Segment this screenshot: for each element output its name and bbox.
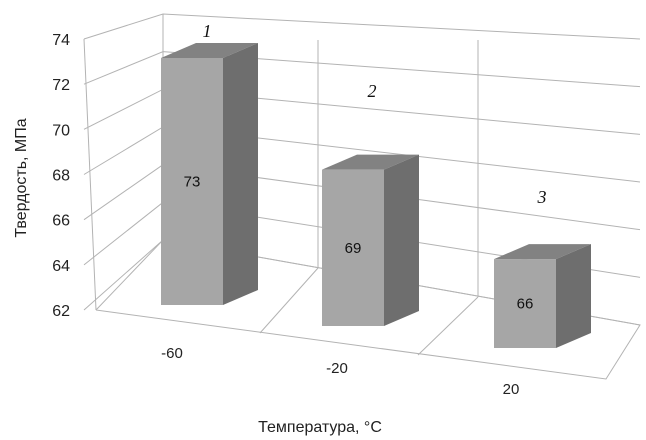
- floor: [95, 239, 641, 380]
- x-axis-title: Температура, °С: [258, 419, 382, 436]
- x-tick-label: 20: [503, 381, 520, 398]
- bar-top-face: [494, 244, 591, 260]
- floor-divider: [259, 267, 319, 334]
- bar-front-face: [161, 58, 223, 305]
- bar-top-face: [322, 154, 419, 170]
- bar-side-face: [384, 154, 419, 326]
- y-tick-label: 62: [52, 303, 70, 320]
- bar-top-face: [161, 43, 258, 58]
- y-tick-label: 68: [52, 168, 70, 185]
- x-axis-ticks: -60 -20 20: [161, 345, 519, 398]
- bar-annotation-number: 1: [203, 21, 212, 41]
- gridline: [83, 13, 641, 40]
- bars: 73 1 69 2 66 3: [161, 21, 591, 348]
- floor-divider: [417, 296, 479, 356]
- y-tick-label: 66: [52, 213, 70, 230]
- y-axis-ticks: 62 64 66 68 70 72 74: [52, 32, 70, 320]
- bar-side-face: [556, 244, 591, 348]
- bar-data-label: 66: [517, 296, 534, 313]
- y-tick-label: 72: [52, 77, 70, 94]
- bar-data-label: 69: [345, 240, 362, 257]
- left-wall-front-edge: [83, 38, 97, 311]
- bar-3: 66 3: [494, 187, 591, 348]
- bar-front-face: [322, 169, 384, 326]
- x-tick-label: -60: [161, 345, 183, 362]
- y-tick-label: 74: [52, 32, 70, 49]
- bar-side-face: [223, 43, 258, 305]
- y-axis-title: Твердость, МПа: [13, 118, 30, 237]
- y-tick-label: 70: [52, 122, 70, 139]
- bar-2: 69 2: [322, 81, 419, 326]
- bar-annotation-number: 2: [368, 81, 377, 101]
- y-tick-label: 64: [52, 258, 70, 275]
- bar-1: 73 1: [161, 21, 258, 305]
- bar-front-face: [494, 259, 556, 348]
- bar-annotation-number: 3: [537, 187, 547, 207]
- bar-data-label: 73: [184, 174, 201, 191]
- x-tick-label: -20: [326, 360, 348, 377]
